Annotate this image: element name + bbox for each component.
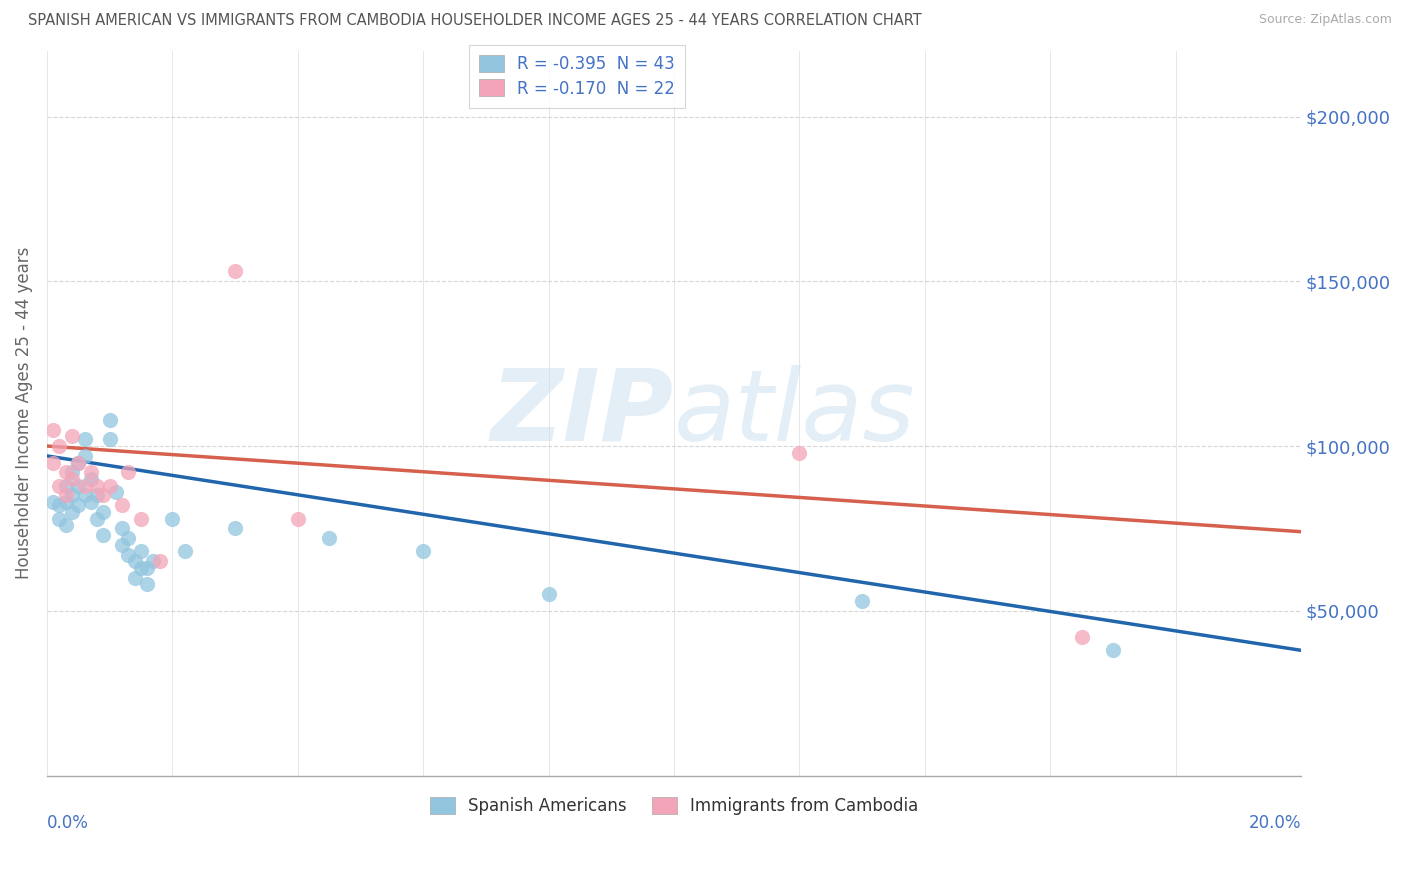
Point xyxy=(111,538,134,552)
Point xyxy=(80,472,103,486)
Point xyxy=(111,499,134,513)
Point xyxy=(98,478,121,492)
Point xyxy=(1070,630,1092,644)
Point xyxy=(104,485,127,500)
Point xyxy=(224,264,246,278)
Legend: Spanish Americans, Immigrants from Cambodia: Spanish Americans, Immigrants from Cambo… xyxy=(423,790,925,822)
Point xyxy=(55,518,77,533)
Point xyxy=(136,577,159,591)
Point xyxy=(67,499,90,513)
Point xyxy=(48,478,70,492)
Point xyxy=(117,548,139,562)
Point xyxy=(80,466,103,480)
Point xyxy=(48,499,70,513)
Point xyxy=(42,495,65,509)
Point xyxy=(48,511,70,525)
Point xyxy=(55,495,77,509)
Point xyxy=(98,412,121,426)
Point xyxy=(162,511,184,525)
Point xyxy=(67,456,90,470)
Point xyxy=(86,488,108,502)
Point xyxy=(129,511,152,525)
Text: 0.0%: 0.0% xyxy=(46,814,89,832)
Point xyxy=(42,456,65,470)
Point xyxy=(73,478,96,492)
Point xyxy=(91,528,114,542)
Point xyxy=(111,521,134,535)
Point xyxy=(117,466,139,480)
Point xyxy=(86,511,108,525)
Point xyxy=(73,488,96,502)
Point xyxy=(67,478,90,492)
Point xyxy=(73,433,96,447)
Point xyxy=(73,449,96,463)
Point xyxy=(117,531,139,545)
Point xyxy=(412,544,434,558)
Text: 20.0%: 20.0% xyxy=(1249,814,1301,832)
Point xyxy=(98,433,121,447)
Point xyxy=(287,511,309,525)
Point xyxy=(124,554,146,568)
Point xyxy=(80,495,103,509)
Point xyxy=(537,587,560,601)
Point xyxy=(149,554,172,568)
Point xyxy=(1102,643,1125,657)
Point xyxy=(142,554,165,568)
Point xyxy=(86,478,108,492)
Point xyxy=(789,445,811,459)
Y-axis label: Householder Income Ages 25 - 44 years: Householder Income Ages 25 - 44 years xyxy=(15,247,32,579)
Point xyxy=(55,488,77,502)
Point xyxy=(318,531,340,545)
Text: atlas: atlas xyxy=(673,365,915,461)
Point xyxy=(129,544,152,558)
Point xyxy=(42,423,65,437)
Point xyxy=(60,488,83,502)
Point xyxy=(60,466,83,480)
Text: Source: ZipAtlas.com: Source: ZipAtlas.com xyxy=(1258,13,1392,27)
Point xyxy=(124,571,146,585)
Point xyxy=(60,505,83,519)
Point xyxy=(55,478,77,492)
Point xyxy=(851,594,873,608)
Text: SPANISH AMERICAN VS IMMIGRANTS FROM CAMBODIA HOUSEHOLDER INCOME AGES 25 - 44 YEA: SPANISH AMERICAN VS IMMIGRANTS FROM CAMB… xyxy=(28,13,922,29)
Point xyxy=(173,544,195,558)
Point xyxy=(55,466,77,480)
Point xyxy=(60,472,83,486)
Point xyxy=(48,439,70,453)
Point xyxy=(129,561,152,575)
Point xyxy=(224,521,246,535)
Point xyxy=(136,561,159,575)
Text: ZIP: ZIP xyxy=(491,365,673,461)
Point xyxy=(91,505,114,519)
Point xyxy=(60,429,83,443)
Point xyxy=(67,456,90,470)
Point xyxy=(91,488,114,502)
